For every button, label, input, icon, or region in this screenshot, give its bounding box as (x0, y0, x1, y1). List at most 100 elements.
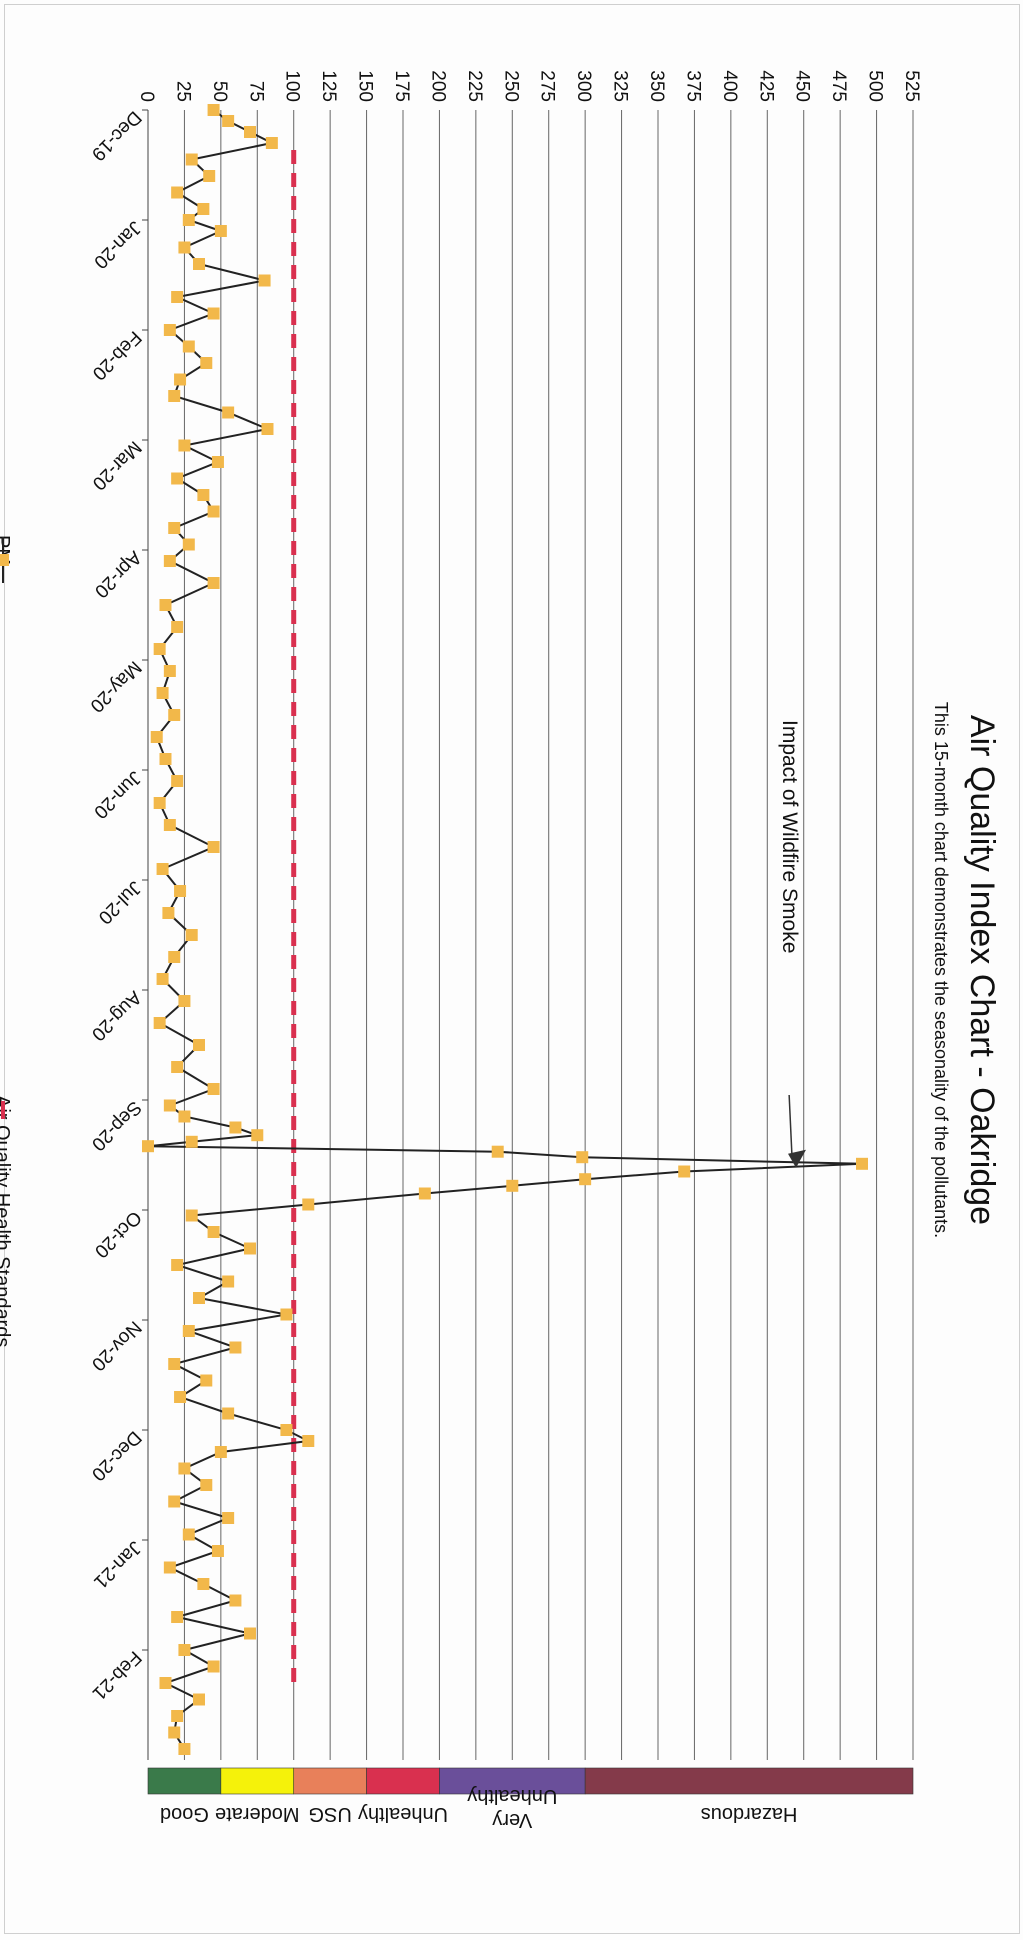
pm-data-point (244, 126, 256, 138)
pm-data-point (185, 153, 198, 166)
pm-data-point (197, 1578, 210, 1590)
x-tick-label: Oct-20 (90, 1206, 145, 1261)
x-tick-label: May-20 (86, 656, 146, 716)
pm-data-point (163, 555, 176, 567)
pm-data-point (178, 1743, 191, 1755)
y-tick-label: 75 (245, 81, 266, 102)
pm-data-point (244, 1242, 256, 1255)
pm-data-point (162, 907, 175, 919)
x-tick-label: Jun-20 (89, 766, 145, 822)
pm-data-point (579, 1173, 592, 1186)
pm-data-point (491, 1145, 504, 1158)
pm-data-point (207, 505, 220, 518)
pm-data-point (258, 274, 271, 287)
pm-data-point (678, 1165, 691, 1178)
y-tick-label: 225 (464, 70, 485, 102)
category-label-word: Unhealthy (358, 1803, 448, 1825)
pm-data-point (163, 1099, 176, 1112)
y-tick-label: 400 (719, 70, 740, 102)
x-tick-label: Feb-21 (88, 1646, 145, 1703)
pm-data-point (159, 753, 172, 765)
y-tick-label: 375 (682, 70, 703, 102)
pm-data-point (280, 1308, 293, 1321)
pm-data-point (178, 1110, 191, 1123)
pm-data-point (207, 1083, 220, 1095)
y-tick-label: 200 (427, 70, 448, 102)
legend-item-pm: PM (0, 535, 13, 583)
pm-data-point (168, 951, 181, 963)
pm-data-point (418, 1187, 431, 1200)
category-band-usg (293, 1767, 367, 1795)
pm-data-point (182, 214, 195, 226)
pm-data-point (185, 1209, 198, 1222)
pm-data-point (214, 1446, 227, 1458)
pm-data-point (159, 1677, 172, 1689)
category-label: Good (160, 1803, 209, 1825)
pm-series-line (147, 109, 863, 1750)
pm-data-point (153, 1017, 166, 1029)
pm-data-point (163, 819, 176, 831)
category-band-moderate (220, 1767, 295, 1795)
pm-data-point (211, 456, 224, 468)
y-tick-label: 0 (136, 91, 157, 102)
pm-data-point (207, 307, 220, 320)
pm-data-point (856, 1157, 868, 1170)
pm-data-point (185, 929, 198, 941)
pm-data-point (168, 1358, 181, 1370)
x-tick-label: Nov-20 (87, 1316, 145, 1374)
x-tick-label: Mar-20 (88, 436, 145, 493)
pm-data-point (182, 1325, 195, 1337)
pm-data-point (302, 1435, 315, 1447)
pm-data-point (261, 423, 274, 435)
pm-data-point (207, 1660, 220, 1673)
pm-data-point (156, 687, 169, 699)
pm-data-point (168, 390, 181, 402)
legend-pm-swatch (0, 537, 9, 583)
y-tick-label: 500 (865, 70, 886, 102)
y-tick-label: 425 (755, 70, 776, 102)
pm-data-point (229, 1594, 242, 1607)
pm-data-point (178, 241, 191, 254)
category-label-word: Moderate (215, 1803, 300, 1825)
pm-data-point (168, 522, 181, 534)
pm-data-point (156, 863, 169, 875)
y-tick-label: 250 (500, 70, 521, 102)
category-label-word: Very (492, 1809, 532, 1831)
pm-data-point (200, 357, 213, 369)
legend-standard-swatch (1, 1101, 5, 1119)
pm-data-point (168, 1495, 181, 1508)
pm-data-point (171, 1259, 184, 1271)
pm-data-point (163, 665, 176, 677)
legend: PM Air Quality Health Standards (0, 505, 21, 1475)
legend-item-standard: Air Quality Health Standards (0, 1095, 13, 1347)
pm-data-point (200, 1479, 213, 1491)
y-tick-label: 175 (391, 70, 412, 102)
pm-data-point (222, 1275, 235, 1288)
category-label: USG (308, 1803, 351, 1825)
x-tick-label: Dec-20 (87, 1426, 145, 1484)
annotation-label: Impact of Wildfire Smoke (778, 720, 801, 953)
pm-data-point (207, 577, 220, 589)
category-label-word: Hazardous (701, 1803, 798, 1825)
y-tick-label: 300 (573, 70, 594, 102)
pm-data-point (178, 995, 191, 1007)
x-tick-label: Apr-20 (90, 546, 145, 601)
category-label: Moderate (215, 1803, 300, 1825)
pm-data-point (506, 1179, 519, 1192)
y-tick-label: 475 (828, 70, 849, 102)
category-band-good (147, 1767, 222, 1795)
pm-data-point (207, 841, 220, 853)
category-label-word: Unhealthy (467, 1785, 557, 1807)
annotation-arrow-head (788, 1149, 806, 1168)
pm-data-point (229, 1341, 242, 1354)
pm-data-point (150, 731, 163, 743)
pm-data-point (174, 373, 187, 386)
pm-data-point (193, 258, 205, 270)
pm-data-point (142, 1140, 154, 1153)
pm-data-point (280, 1424, 293, 1436)
pm-data-point (171, 621, 184, 633)
pm-data-point (244, 1627, 256, 1640)
y-tick-label: 25 (172, 81, 193, 102)
y-tick-label: 50 (209, 81, 230, 102)
